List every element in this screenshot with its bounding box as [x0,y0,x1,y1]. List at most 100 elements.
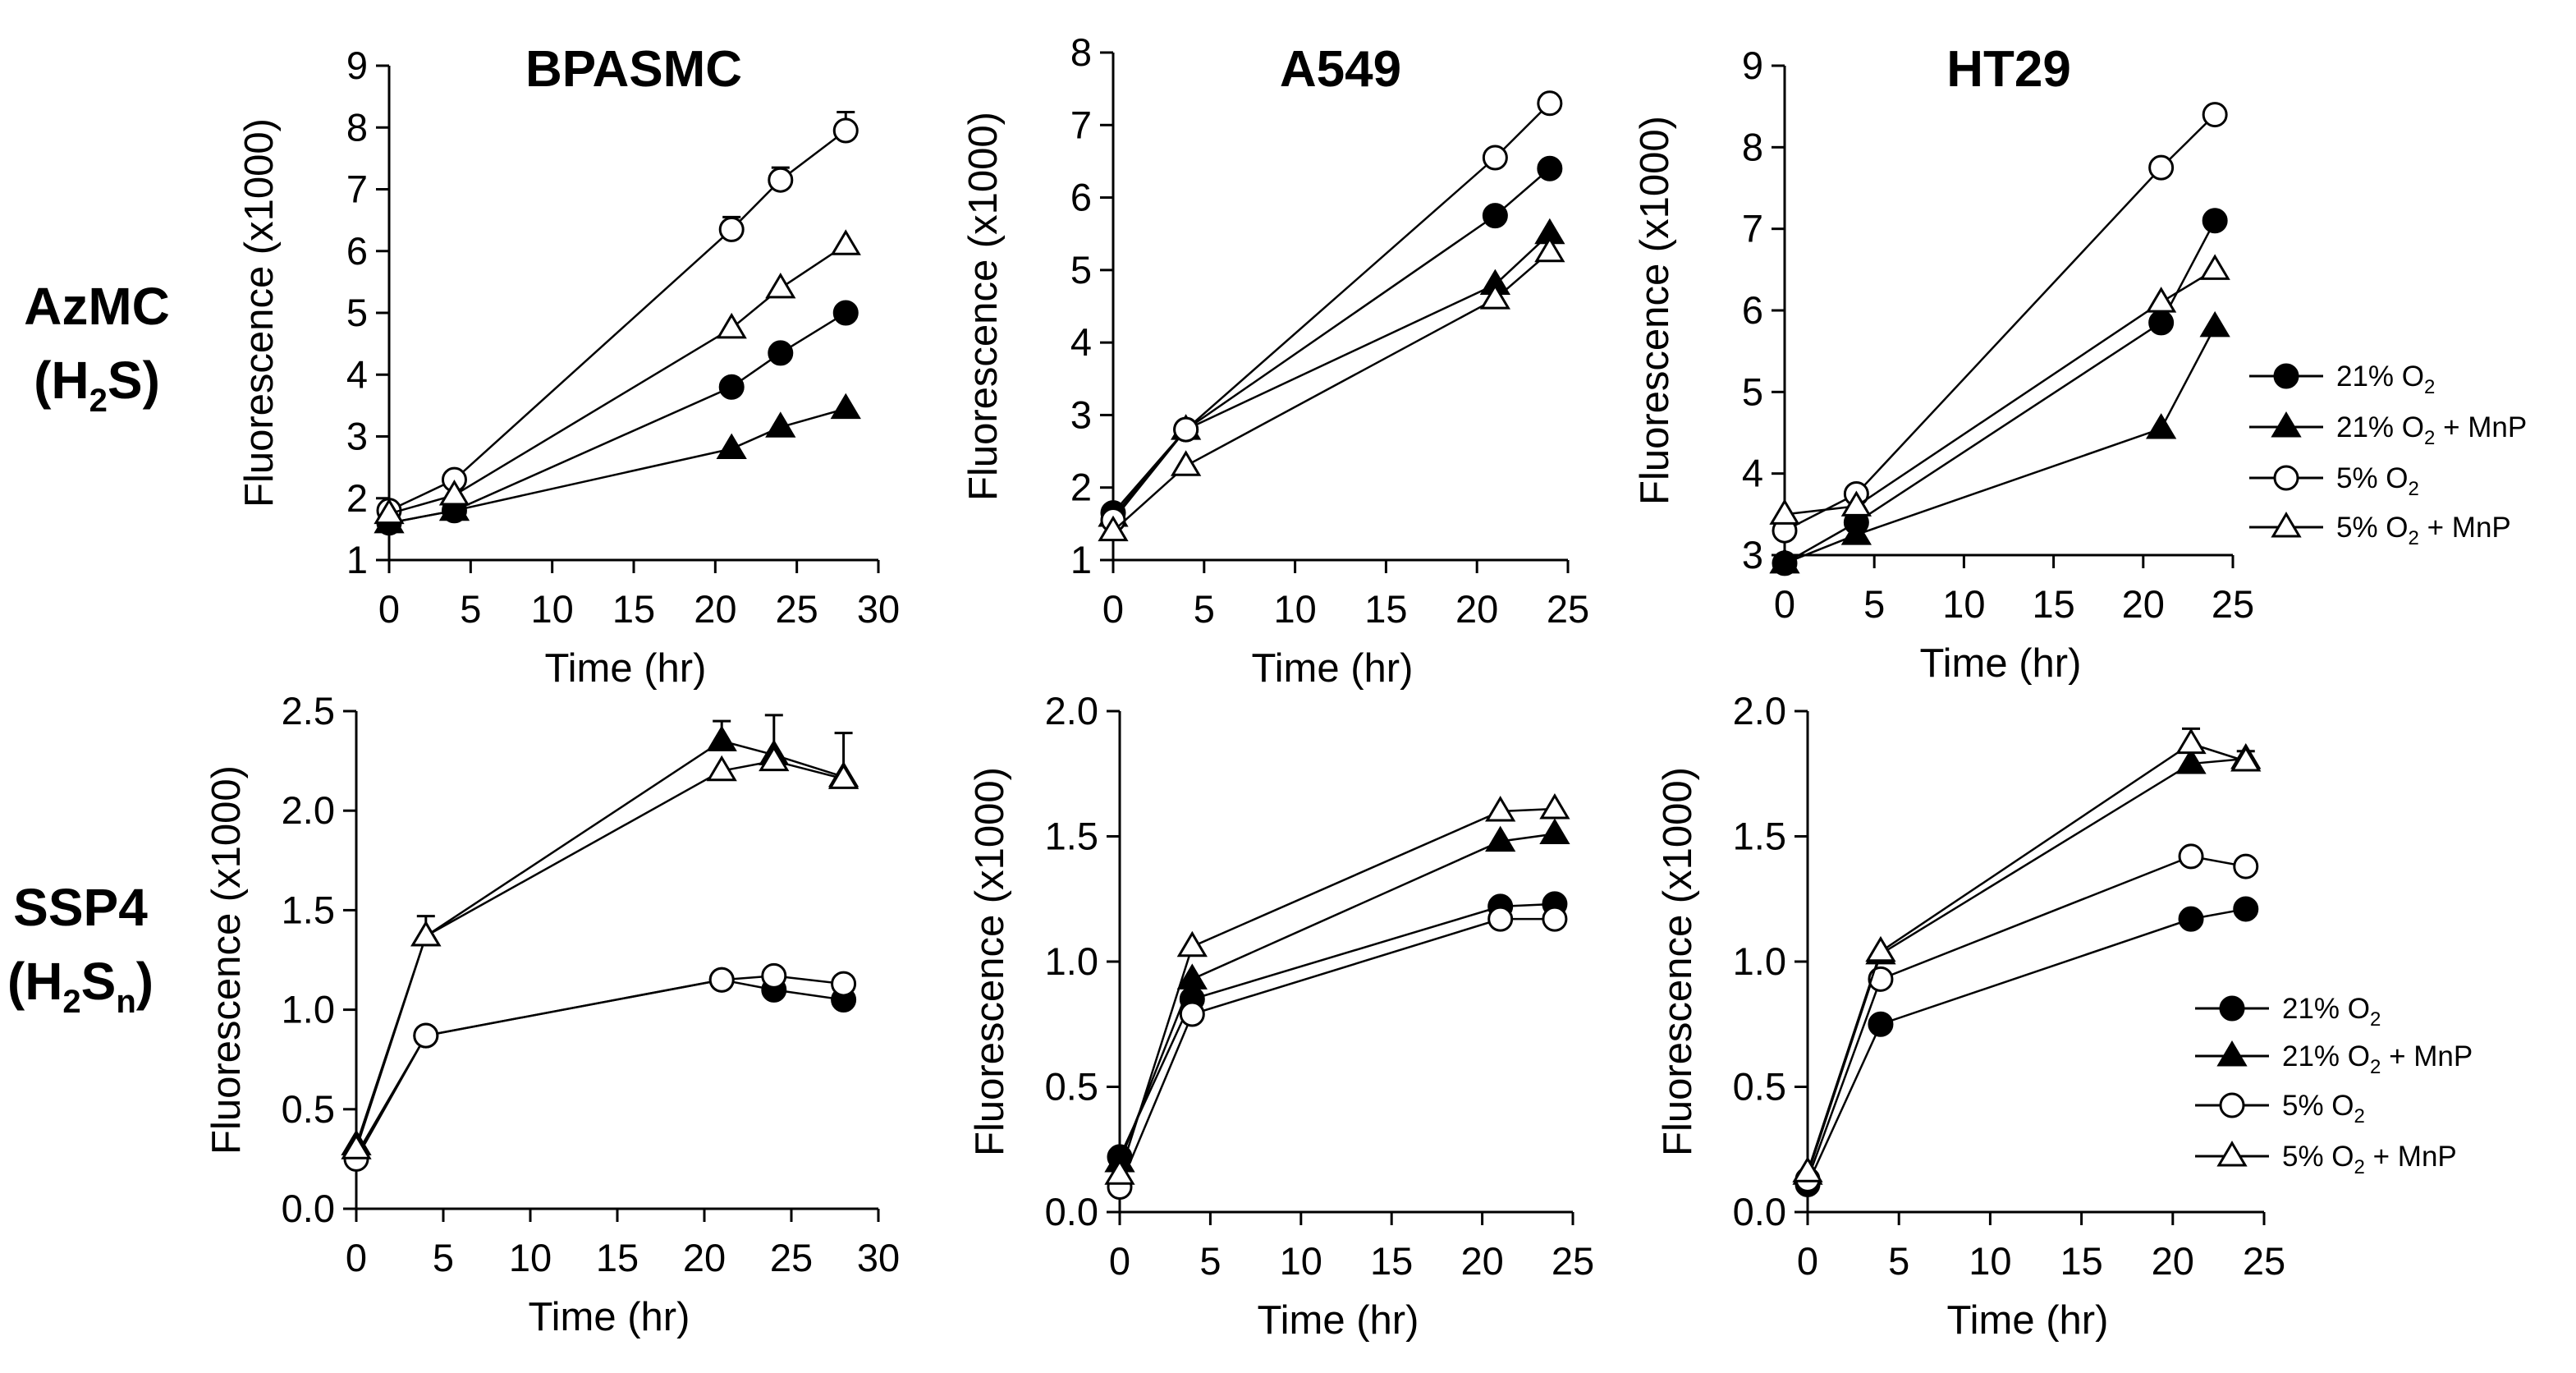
x-tick-label: 0 [1797,1239,1818,1283]
y-tick-label: 2 [1070,466,1092,509]
y-axis-label: Fluorescence (x1000) [961,112,1006,501]
data-point-open-triangle [716,312,747,339]
data-point-open-circle [832,117,859,144]
data-point-open-circle [1487,906,1514,932]
x-tick-label: 5 [1863,582,1885,626]
data-point-filled-circle [1482,203,1508,229]
x-tick-label: 25 [776,587,818,631]
x-tick-label: 10 [509,1236,552,1279]
data-point-open-circle [2202,102,2228,128]
data-point-filled-circle [2233,896,2259,922]
x-tick-label: 10 [1280,1239,1322,1283]
y-tick-label: 4 [1742,452,1763,495]
series-filled-circle [1772,208,2228,576]
x-tick-label: 5 [1199,1239,1221,1283]
legend-swatch-open-circle [2249,465,2323,491]
x-tick-label: 20 [683,1236,726,1279]
x-tick-label: 20 [1460,1239,1503,1283]
y-tick-label: 2.0 [282,788,335,832]
legend-item: 21% O2 [2249,360,2435,398]
x-tick-label: 30 [857,587,900,631]
series-open-circle [1794,843,2259,1192]
y-tick-label: 0.0 [1733,1190,1786,1233]
y-tick-label: 1.0 [282,988,335,1031]
legend-swatch-filled-triangle [2195,1040,2269,1067]
y-tick-label: 7 [346,168,368,211]
y-tick-label: 0.0 [282,1187,335,1230]
y-axis-label: Fluorescence (x1000) [1633,116,1677,505]
series-open-triangle [1769,254,2230,525]
series-line [355,978,844,1156]
y-tick-label: 2 [346,476,368,520]
series-open-triangle [374,229,861,525]
x-axis-label: Time (hr) [1258,1298,1419,1343]
series-line [1784,113,2216,532]
x-tick-label: 0 [346,1236,367,1279]
data-point-open-circle [1173,416,1199,443]
data-point-open-circle [831,971,857,997]
data-point-open-triangle [1171,450,1202,476]
series-line [1806,742,2247,1173]
y-tick-label: 3 [1070,393,1092,436]
data-point-open-triangle [1485,796,1516,822]
data-point-open-triangle [2230,746,2262,772]
legend-label: 21% O2 + MnP [2336,411,2527,449]
x-tick-label: 10 [1969,1239,2011,1283]
legend-label: 21% O2 [2336,360,2435,398]
y-tick-label: 0.0 [1045,1190,1098,1233]
data-point-filled-triangle [1539,818,1570,844]
y-tick-label: 1.0 [1733,939,1786,983]
data-point-open-circle [2148,154,2175,181]
y-tick-label: 4 [1070,320,1092,364]
x-tick-label: 20 [2122,582,2165,626]
y-tick-label: 0.5 [282,1087,335,1131]
y-tick-label: 7 [1070,103,1092,146]
data-point-open-triangle [1098,515,1129,542]
series-line [1112,250,1551,532]
data-point-filled-triangle [716,433,747,460]
data-point-open-circle [1179,1001,1205,1027]
y-tick-label: 1.0 [1045,939,1098,983]
y-tick-label: 7 [1742,207,1763,250]
series-filled-triangle [374,393,861,534]
x-tick-label: 5 [1888,1239,1909,1283]
row-label-main: SSP4 [13,878,148,937]
y-tick-label: 0.5 [1733,1065,1786,1109]
chart-bpasmc-ssp4: 0.0 0.5 1.0 1.5 2.0 2.5 0 5 10 15 20 25 30 Time (hr) F… [204,689,900,1339]
x-tick-label: 0 [1774,582,1795,626]
y-tick-label: 3 [346,415,368,458]
series-line [355,760,844,1150]
y-tick-label: 8 [346,105,368,149]
x-tick-label: 20 [2152,1239,2194,1283]
series-line [1806,757,2246,1175]
series-open-triangle [1104,793,1570,1185]
data-point-open-triangle [2199,254,2230,280]
series-line [1118,833,1556,1163]
data-point-filled-triangle [2175,748,2207,774]
y-tick-label: 1.5 [282,888,335,931]
chart-title: HT29 [1946,41,2071,98]
y-axis-label: Fluorescence (x1000) [204,765,249,1155]
data-point-open-triangle [1792,1156,1823,1182]
data-point-open-triangle [2175,728,2207,755]
data-point-open-triangle [341,1133,372,1159]
row-label-main: AzMC [24,277,170,336]
series-line [1112,168,1551,514]
data-point-filled-circle [2202,208,2228,234]
data-point-open-triangle [759,745,790,772]
data-point-open-triangle [1539,793,1570,820]
data-point-open-triangle [1104,1159,1135,1185]
data-point-filled-circle [2148,310,2175,336]
x-tick-label: 5 [1194,587,1215,631]
y-tick-label: 4 [346,352,368,396]
y-tick-label: 1 [1070,538,1092,581]
data-point-open-triangle [1769,498,1800,525]
data-point-filled-circle [832,300,859,326]
x-tick-label: 25 [770,1236,813,1279]
y-tick-label: 9 [1742,44,1763,87]
legend-label: 21% O2 + MnP [2282,1040,2473,1078]
legend-swatch-filled-circle [2249,363,2323,389]
data-point-filled-triangle [830,393,861,420]
data-point-open-triangle [1176,930,1208,957]
x-axis-label: Time (hr) [1947,1298,2109,1343]
